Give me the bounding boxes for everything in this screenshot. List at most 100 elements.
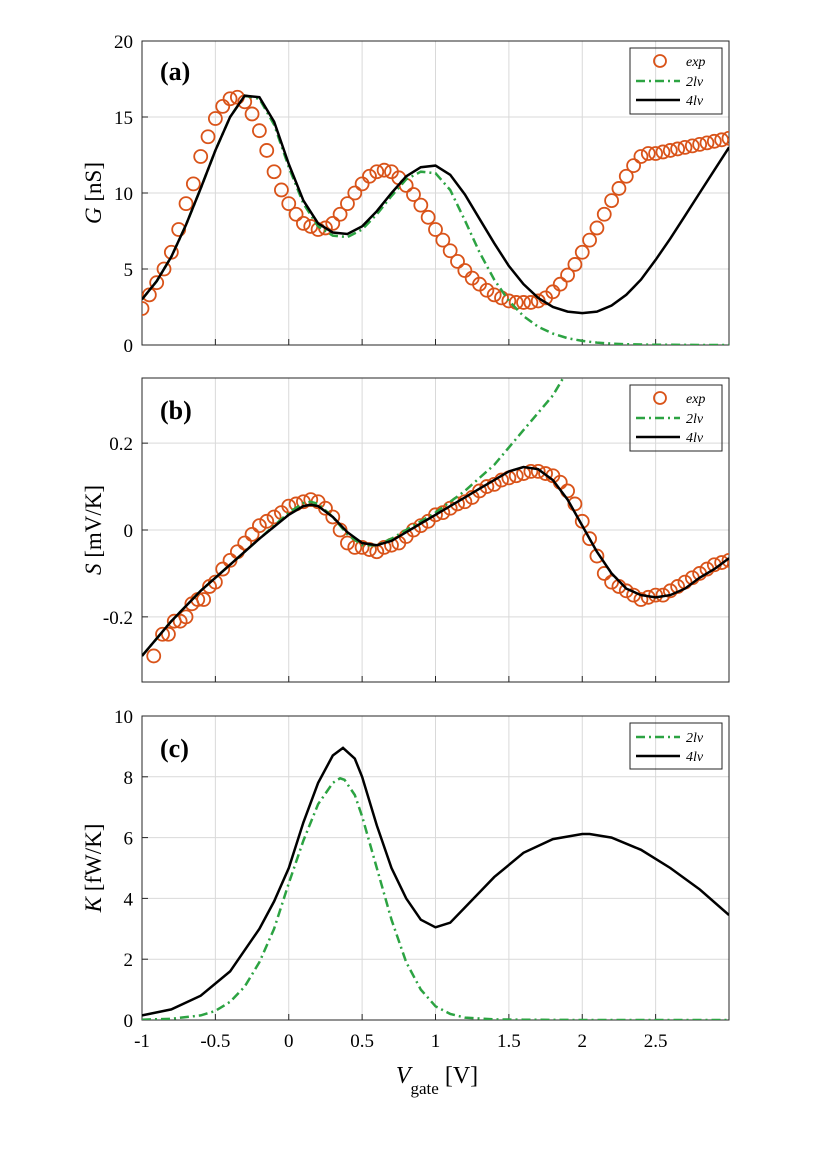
panel-a-series-exp-point-58 [560,267,575,283]
panel-b-series-exp-point-17 [259,513,275,529]
xtick-label-3: 0.5 [350,1031,374,1052]
panel-a-series-exp-point-28 [340,196,355,212]
panel-a-series-exp-point-0 [142,301,150,316]
panel-a-series-exp-point-41 [435,232,451,248]
panel-b-series-exp [146,463,729,664]
panel-a-series-exp-point-50 [501,293,517,309]
panel-a-series-exp-point-21 [288,206,304,222]
panel-b-series-exp-point-46 [472,483,487,499]
panel-b-series-exp-point-25 [318,500,333,516]
panel-c-legend-4lv: 4lv [686,750,704,765]
panel-b-grid [141,378,729,682]
panel-a-series-exp-point-61 [582,232,597,248]
panel-a-series-4lv-line [142,94,729,315]
panel-c-ylabel: K [fW/K] [81,824,106,914]
panel-a-series-exp-point-2 [149,275,165,291]
panel-a-series-exp-point-70 [648,146,664,161]
panel-a-series-exp-point-73 [670,141,686,157]
panel-b-series-exp-point-64 [604,574,619,590]
panel-a-ylabel: G [nS] [81,162,106,224]
panel-a-ytick-label-3: 15 [114,108,133,129]
panel-c-ytick-label-1: 2 [124,950,134,971]
panel-a-series-exp-point-47 [479,282,495,298]
panel-a-series-exp-point-20 [281,196,297,212]
panel-a-series-exp-point-18 [266,164,282,180]
x-axis-label: Vgate [V] [396,1063,478,1098]
panel-a-series-exp-point-33 [376,162,392,178]
panel-a-series-exp-point-8 [193,149,209,164]
panel-a-series-exp-point-64 [604,193,619,209]
panel-b-legend-exp-marker [653,391,667,405]
panel-a-series-exp-point-63 [596,206,612,222]
panel-c-ytick-label-0: 0 [124,1011,134,1032]
panel-a-series-exp-point-31 [362,168,377,184]
panel-b-series-exp-point-8 [196,592,212,607]
panel-b-series-exp-point-53 [523,463,539,479]
panel-b-legend-2lv: 2lv [686,412,704,427]
panel-a-series-exp-point-77 [699,135,715,151]
panel-b-series [142,378,729,664]
panel-a-legend-2lv: 2lv [686,75,704,90]
panel-a-series-exp-point-74 [677,139,693,155]
panel-c-series [142,746,729,1020]
panel-c-grid [141,715,729,1021]
panel-b-legend: exp 2lv 4lv [629,384,723,452]
panel-a-series-exp-point-29 [347,185,363,201]
panel-a-series-exp-point-57 [552,276,568,292]
panel-b-series-exp-point-68 [633,592,649,607]
panel-a-legend-exp-marker [653,54,667,68]
panel-a-legend-4lv: 4lv [686,94,704,109]
panel-a-legend-exp: exp [686,55,705,70]
panel-b-series-exp-point-80 [721,553,729,568]
panel-a-series-2lv-line [142,94,729,345]
panel-a-series-exp-point-40 [428,222,443,237]
panel-a-ytick-label-4: 20 [114,32,133,53]
panel-a-series-exp-point-67 [626,158,642,174]
panel-b-ytick-label-2: 0.2 [109,434,133,455]
panel-a-series-exp-point-78 [706,133,722,149]
xtick-label-4: 1 [431,1031,441,1052]
panel-a-series-exp-point-3 [156,261,172,277]
panel-b-series-exp-point-30 [354,539,370,555]
panel-b-series-exp-point-5 [178,609,194,625]
panel-a-series-exp-point-69 [640,146,656,161]
panel-c-series-2lv-line [142,776,729,1020]
xtick-label-0: -1 [134,1031,150,1052]
panel-b-series-exp-point-47 [479,479,495,494]
panel-a-series-exp-point-79 [714,132,729,148]
panel-b-ytick-label-0: -0.2 [103,608,133,629]
panel-b: -0.2 0 0.2 (b) S [mV/K] exp 2lv 4lv [81,377,730,683]
panel-a-ticks: 0 5 10 15 20 [114,32,657,357]
panel-a-series-exp-point-52 [516,295,531,310]
panel-b-series-exp-point-18 [266,509,282,525]
panel-a-series-exp-point-15 [244,106,260,122]
panel-b-series-4lv-line [142,465,729,657]
xtick-label-6: 2 [578,1031,588,1052]
panel-a-series-exp-point-37 [406,187,421,202]
panel-a-series-exp-point-30 [354,176,370,192]
panel-a-legend-box [629,47,723,115]
panel-b-series-exp-point-15 [244,526,260,542]
panel-b-series-exp-point-0 [146,648,162,664]
panel-a-series-exp-point-60 [574,244,590,260]
panel-b-legend-box [629,384,723,452]
panel-a-grid [141,40,729,346]
panel-c-label: (c) [160,734,189,763]
panel-a-series-exp-point-56 [545,284,561,300]
panel-a-series-exp-point-80 [721,130,729,146]
panel-c-legend-2lv: 2lv [686,731,704,746]
xtick-label-2: 0 [284,1031,294,1052]
panel-b-series-exp-point-28 [340,535,355,551]
panel-c-legend: 2lv 4lv [629,722,723,770]
panel-c-ticks: 0 2 4 6 8 10 [114,707,657,1032]
panel-a-series-exp-point-53 [523,295,539,310]
panel-b-series-exp-point-72 [662,583,678,599]
panel-b-legend-4lv: 4lv [686,431,704,446]
panel-a-series-exp-point-68 [633,149,649,164]
panel-b-series-exp-point-79 [714,555,729,570]
panel-a-series-exp-point-62 [589,220,605,236]
panel-a-series-exp-point-19 [274,182,289,198]
panel-a-ytick-label-0: 0 [124,336,134,357]
panel-a-series-exp-point-75 [684,138,700,154]
